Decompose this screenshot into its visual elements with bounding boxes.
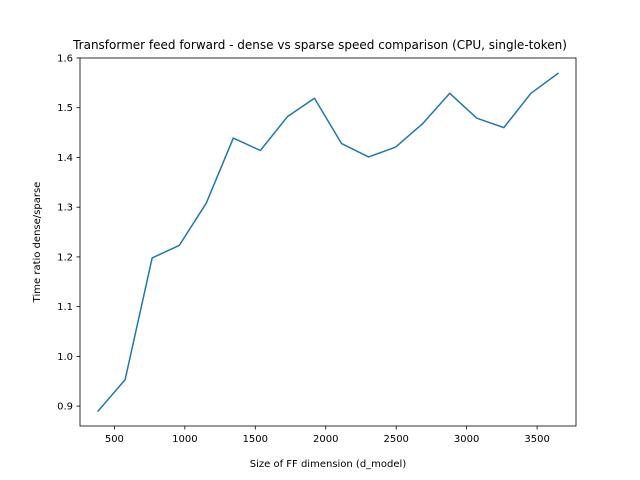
x-tick-label: 2500 — [383, 434, 408, 445]
y-tick-label: 1.6 — [57, 54, 73, 65]
x-axis-label: Size of FF dimension (d_model) — [250, 459, 407, 470]
y-tick-label: 0.9 — [57, 402, 73, 413]
series-line-0 — [96, 72, 560, 413]
x-tick-label: 3000 — [454, 434, 479, 445]
y-axis-label: Time ratio dense/sparse — [32, 182, 43, 304]
x-tick-label: 2000 — [313, 434, 338, 445]
y-tick-label: 1.5 — [57, 103, 73, 114]
x-tick-label: 1500 — [243, 434, 268, 445]
plot-layer: 500 1000 1500 2000 2500 3000 3500 0.9 1.0 1.1 1.2 1… — [57, 54, 577, 445]
x-tick-label: 500 — [105, 434, 124, 445]
plot-frame — [79, 57, 577, 427]
y-tick-label: 1.2 — [57, 252, 73, 263]
y-tick-label: 1.4 — [57, 153, 73, 164]
y-tick-label: 1.3 — [57, 203, 73, 214]
x-tick-label: 1000 — [172, 434, 197, 445]
x-tick-label: 3500 — [524, 434, 549, 445]
y-tick-label: 1.0 — [57, 352, 73, 363]
chart-title: Transformer feed forward - dense vs spar… — [72, 38, 567, 52]
y-tick-label: 1.1 — [57, 302, 73, 313]
